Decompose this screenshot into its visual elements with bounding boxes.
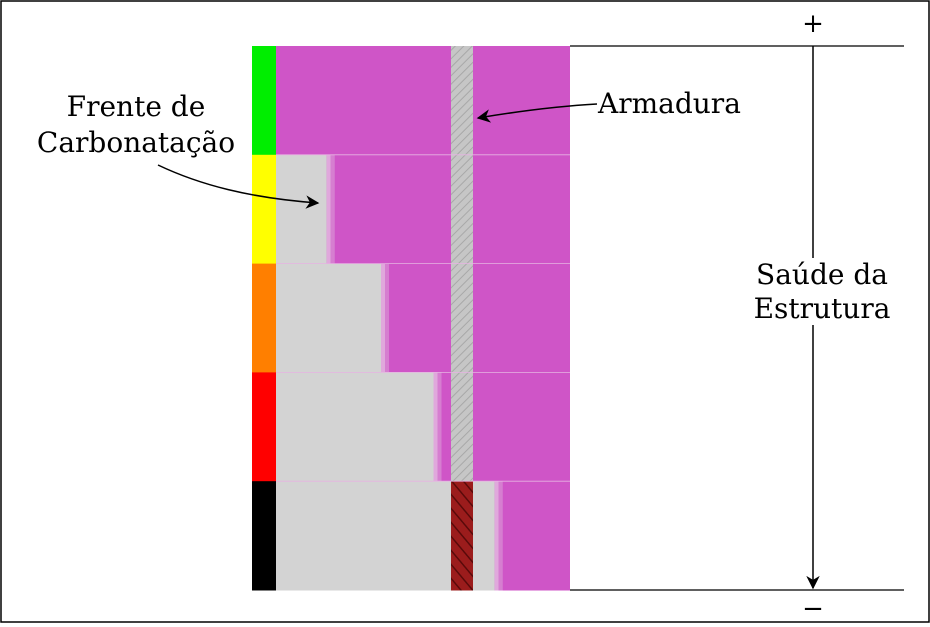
carbonated-concrete (276, 372, 434, 482)
carbonation-front-edge (494, 481, 499, 591)
carbonation-front-edge (498, 481, 503, 591)
stages-group (252, 46, 570, 591)
rebar (451, 46, 473, 156)
rebar (451, 263, 473, 373)
stage-row (252, 371, 570, 482)
status-indicator (252, 481, 276, 591)
carbonated-concrete (276, 154, 327, 265)
carbonation-front-edge (326, 154, 331, 265)
carbonation-front-arrow (157, 164, 320, 209)
rebar-arrow (476, 103, 598, 123)
health-label-line1: Saúde da (756, 258, 888, 291)
carbonation-front-edge (330, 154, 335, 265)
stage-row (252, 154, 570, 265)
status-indicator (252, 154, 276, 265)
carbonation-front-edge (385, 263, 389, 373)
status-indicator (252, 372, 276, 482)
status-indicator (252, 46, 276, 156)
carbonation-front-label-line1: Frente de (67, 90, 206, 123)
minus-sign: − (802, 594, 824, 623)
status-indicator (252, 263, 276, 373)
plus-sign: + (802, 9, 824, 39)
stage-row (252, 46, 570, 156)
health-label-line2: Estrutura (754, 292, 891, 325)
rebar (451, 154, 473, 265)
carbonation-front-edge (381, 263, 385, 373)
corroded-rebar (451, 481, 473, 591)
carbonation-front-edge (433, 372, 438, 482)
stage-row (252, 263, 570, 373)
rebar (451, 372, 473, 482)
carbonated-concrete (276, 263, 381, 373)
carbonation-front-edge (437, 372, 442, 482)
rebar-label: Armadura (597, 87, 741, 120)
stage-row (252, 480, 570, 591)
carbonation-front-label-line2: Carbonatação (37, 126, 235, 159)
uncarbonated-concrete (276, 46, 570, 156)
